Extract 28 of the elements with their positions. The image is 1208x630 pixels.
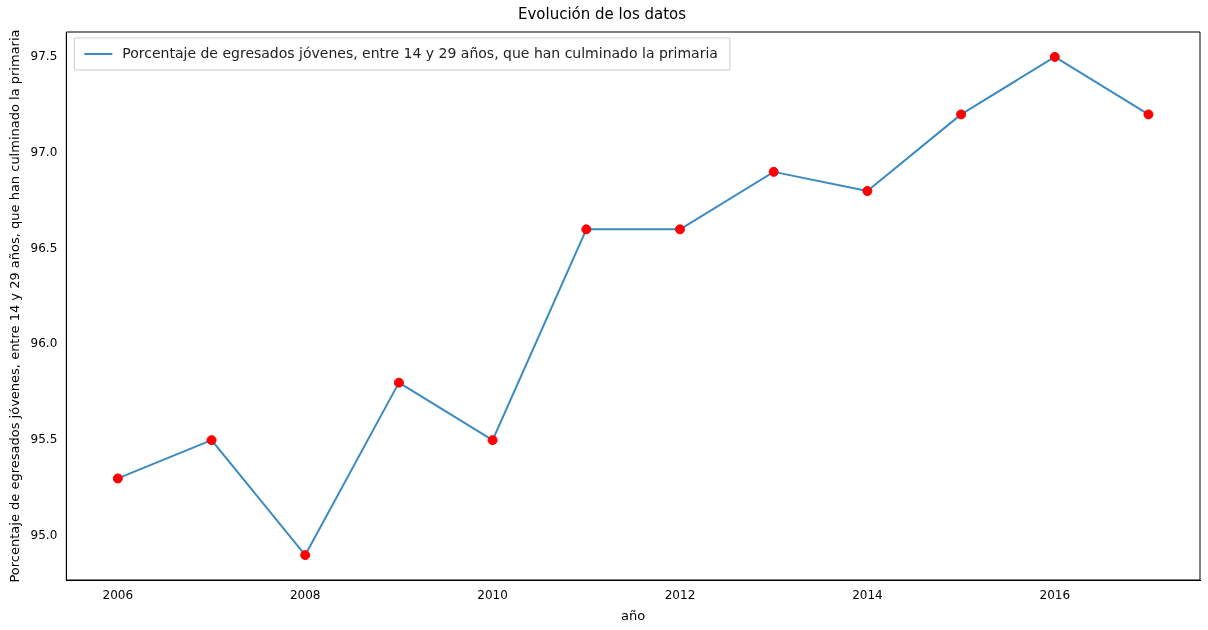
y-tick-label: 97.5 [30,49,58,64]
y-tick-label: 97.0 [30,144,58,159]
x-tick-label: 2010 [477,588,508,603]
y-tick-label: 96.0 [30,336,58,351]
chart-title: Evolución de los datos [517,4,687,23]
point [675,224,686,235]
point [862,186,873,197]
x-tick-label: 2006 [102,588,134,603]
y-axis-title: Porcentaje de egresados jóvenes, entre 14 y 29 años, que han culminado la primaria [7,29,23,583]
x-axis-title: año [621,607,646,623]
point [487,435,498,446]
point [393,377,404,388]
x-tick-label: 2016 [1039,588,1071,603]
y-tick-label: 95.5 [30,432,58,447]
x-tick-label: 2008 [289,588,321,603]
point [300,550,311,561]
y-tick-label: 95.0 [30,528,58,543]
point [1143,109,1154,120]
x-tick-label: 2014 [852,588,883,603]
point [581,224,592,235]
point [956,109,967,120]
point [768,166,779,177]
point [206,435,217,446]
legend-label: Porcentaje de egresados jóvenes, entre 14 y 29 años, que han culminado la primaria [122,44,718,61]
point [1049,51,1060,62]
point [112,473,123,484]
x-tick-label: 2012 [664,588,696,603]
y-tick-label: 96.5 [30,240,58,255]
